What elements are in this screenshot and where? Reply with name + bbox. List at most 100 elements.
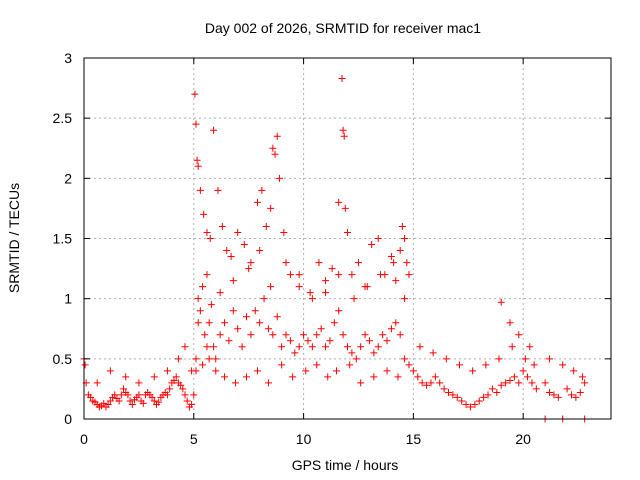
y-tick-label: 0 bbox=[64, 411, 72, 427]
data-point bbox=[401, 235, 409, 242]
data-point bbox=[260, 295, 268, 303]
data-point bbox=[335, 307, 343, 315]
data-point bbox=[172, 373, 180, 381]
data-point bbox=[515, 331, 523, 339]
y-tick-label: 1.5 bbox=[53, 231, 73, 247]
data-point bbox=[148, 393, 156, 401]
data-point bbox=[326, 337, 334, 345]
data-point bbox=[455, 361, 463, 369]
data-point bbox=[398, 222, 406, 230]
data-point bbox=[338, 74, 346, 82]
data-point bbox=[93, 379, 101, 387]
y-axis: 0 0.5 1 1.5 2 2.5 3 bbox=[53, 50, 611, 427]
data-point bbox=[581, 379, 589, 387]
data-point bbox=[174, 355, 182, 363]
data-point bbox=[238, 343, 246, 351]
data-point bbox=[466, 403, 474, 411]
data-point bbox=[449, 391, 457, 399]
data-point bbox=[242, 373, 250, 381]
data-point bbox=[199, 361, 207, 369]
data-point bbox=[122, 373, 130, 381]
data-point bbox=[286, 271, 294, 279]
data-point bbox=[352, 355, 360, 363]
data-point bbox=[269, 144, 277, 152]
data-point bbox=[188, 401, 196, 409]
data-point bbox=[526, 343, 534, 351]
data-point bbox=[370, 349, 378, 357]
data-point bbox=[192, 120, 200, 128]
y-tick-label: 2.5 bbox=[53, 110, 73, 126]
data-point bbox=[546, 389, 554, 397]
data-point bbox=[295, 271, 303, 279]
data-point bbox=[282, 331, 290, 339]
data-point bbox=[201, 331, 209, 339]
data-point bbox=[207, 301, 215, 309]
data-point bbox=[264, 325, 272, 333]
data-point bbox=[289, 373, 297, 381]
data-point bbox=[210, 343, 218, 351]
data-point bbox=[471, 401, 479, 409]
data-point bbox=[166, 385, 174, 393]
data-point bbox=[253, 367, 261, 375]
data-point bbox=[317, 325, 325, 333]
data-point bbox=[429, 349, 437, 357]
data-point bbox=[554, 393, 562, 401]
data-point bbox=[216, 331, 224, 339]
data-point bbox=[225, 337, 233, 345]
data-point bbox=[240, 241, 248, 249]
data-point bbox=[340, 132, 348, 140]
data-point bbox=[383, 367, 391, 375]
y-axis-label: SRMTID / TECUs bbox=[6, 183, 22, 293]
x-axis: 0 5 10 15 20 bbox=[80, 58, 531, 447]
data-point bbox=[291, 349, 299, 357]
data-point bbox=[170, 376, 178, 384]
data-point bbox=[374, 235, 382, 242]
data-point bbox=[194, 162, 202, 170]
data-point bbox=[181, 343, 189, 351]
data-point bbox=[302, 367, 310, 375]
data-point bbox=[313, 361, 321, 369]
data-point bbox=[229, 307, 237, 315]
data-point bbox=[163, 391, 171, 399]
data-point bbox=[530, 361, 538, 369]
data-point bbox=[199, 283, 207, 291]
x-tick-label: 5 bbox=[190, 431, 198, 447]
data-point bbox=[427, 379, 435, 387]
data-point bbox=[572, 393, 580, 401]
data-point bbox=[418, 379, 426, 387]
data-point bbox=[506, 319, 514, 327]
data-point bbox=[234, 228, 242, 236]
data-point bbox=[576, 389, 584, 397]
data-point bbox=[264, 379, 272, 387]
data-point bbox=[453, 393, 461, 401]
data-point bbox=[200, 210, 208, 218]
x-tick-label: 0 bbox=[80, 431, 88, 447]
data-point bbox=[357, 379, 365, 387]
y-tick-label: 3 bbox=[64, 50, 72, 66]
data-point bbox=[253, 198, 261, 206]
data-point bbox=[440, 385, 448, 393]
data-point bbox=[273, 132, 281, 140]
data-point bbox=[194, 319, 202, 327]
data-point bbox=[339, 126, 347, 134]
data-point bbox=[324, 373, 332, 381]
data-point bbox=[280, 228, 288, 236]
data-point bbox=[117, 391, 125, 399]
data-point bbox=[497, 298, 505, 306]
data-point bbox=[258, 186, 266, 194]
data-point bbox=[341, 204, 349, 212]
data-point bbox=[350, 295, 358, 303]
data-point bbox=[150, 373, 158, 381]
data-point bbox=[484, 391, 492, 399]
data-point bbox=[567, 391, 575, 399]
data-point bbox=[482, 361, 490, 369]
data-point bbox=[442, 355, 450, 363]
data-point bbox=[365, 337, 373, 345]
data-point bbox=[295, 343, 303, 351]
chart-title: Day 002 of 2026, SRMTID for receiver mac… bbox=[205, 20, 481, 36]
data-point bbox=[361, 331, 369, 339]
data-point bbox=[322, 289, 330, 297]
data-point bbox=[416, 343, 424, 351]
data-point bbox=[528, 379, 536, 387]
data-point bbox=[306, 289, 314, 297]
